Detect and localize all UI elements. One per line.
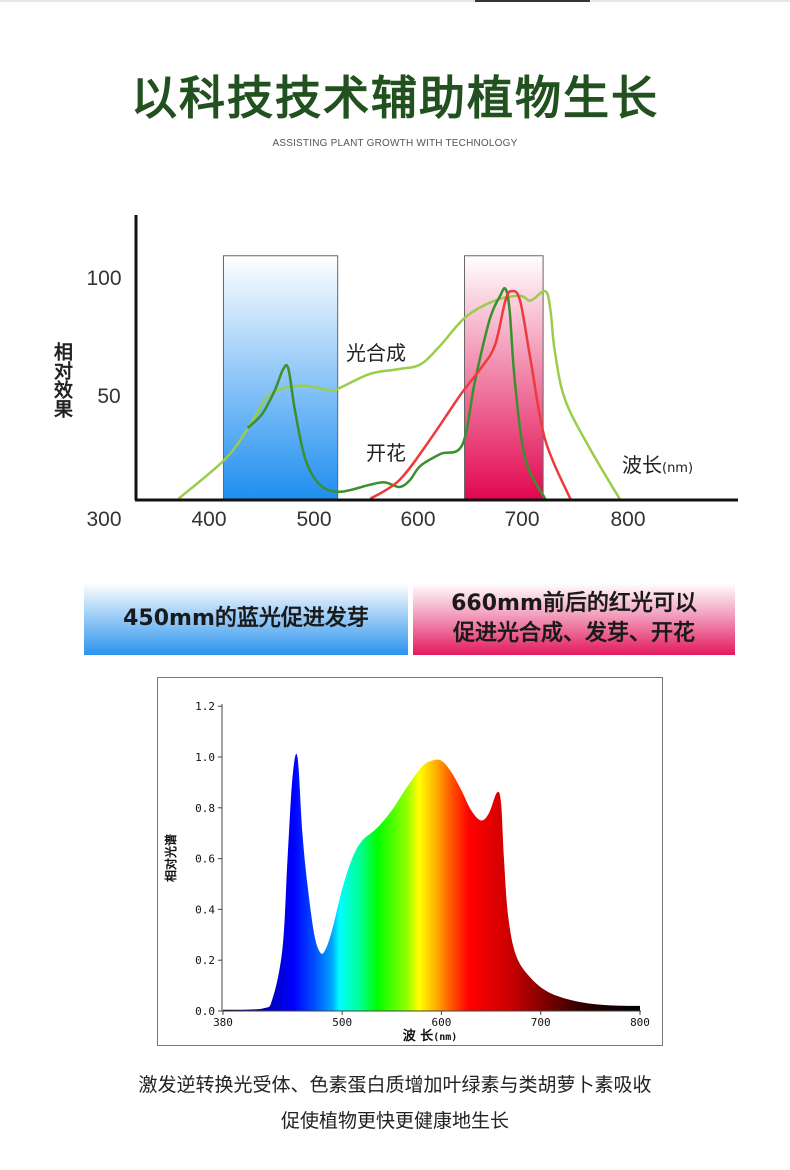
series-line-0 bbox=[177, 289, 621, 500]
banner-text: 促进光合成、发芽、开花 bbox=[452, 621, 695, 646]
y-axis-title: 相对效果 bbox=[51, 342, 74, 419]
top-image-edge bbox=[475, 0, 590, 2]
caption-line-1: 激发逆转换光受体、色素蛋白质增加叶绿素与类胡萝卜素吸收 bbox=[138, 1074, 652, 1096]
banner-text: 660mm前后的红光可以 bbox=[451, 591, 697, 616]
series-line-1 bbox=[246, 286, 547, 500]
x-tick-label: 800 bbox=[610, 508, 645, 531]
page-title: 以科技技术辅助植物生长 bbox=[131, 71, 659, 125]
red-light-banner: 660mm前后的红光可以 促进光合成、发芽、开花 bbox=[413, 583, 735, 655]
x-tick-label: 600 bbox=[400, 508, 435, 531]
spectrum-chart-frame bbox=[157, 677, 663, 1046]
photosynthesis-label: 光合成 bbox=[346, 341, 406, 365]
x-axis-title: 波长(nm) bbox=[622, 453, 693, 477]
y-tick-label: 100 bbox=[86, 267, 121, 290]
action-spectrum-chart: 300 400 500 600 700 800 100 50 相对效果 光合成 … bbox=[51, 215, 738, 531]
x-tick-label: 400 bbox=[191, 508, 226, 531]
page-subtitle: ASSISTING PLANT GROWTH WITH TECHNOLOGY bbox=[272, 138, 518, 149]
banner-text: 450mm的蓝光促进发芽 bbox=[123, 606, 369, 631]
caption-line-2: 促使植物更快更健康地生长 bbox=[280, 1110, 509, 1132]
y-tick-label: 50 bbox=[97, 385, 120, 408]
x-tick-label: 300 bbox=[86, 508, 121, 531]
series-line-2 bbox=[369, 289, 572, 500]
top-divider bbox=[0, 0, 790, 2]
x-tick-label: 500 bbox=[296, 508, 331, 531]
flowering-label: 开花 bbox=[366, 441, 406, 465]
blue-light-banner: 450mm的蓝光促进发芽 bbox=[84, 583, 408, 655]
x-tick-label: 700 bbox=[504, 508, 539, 531]
